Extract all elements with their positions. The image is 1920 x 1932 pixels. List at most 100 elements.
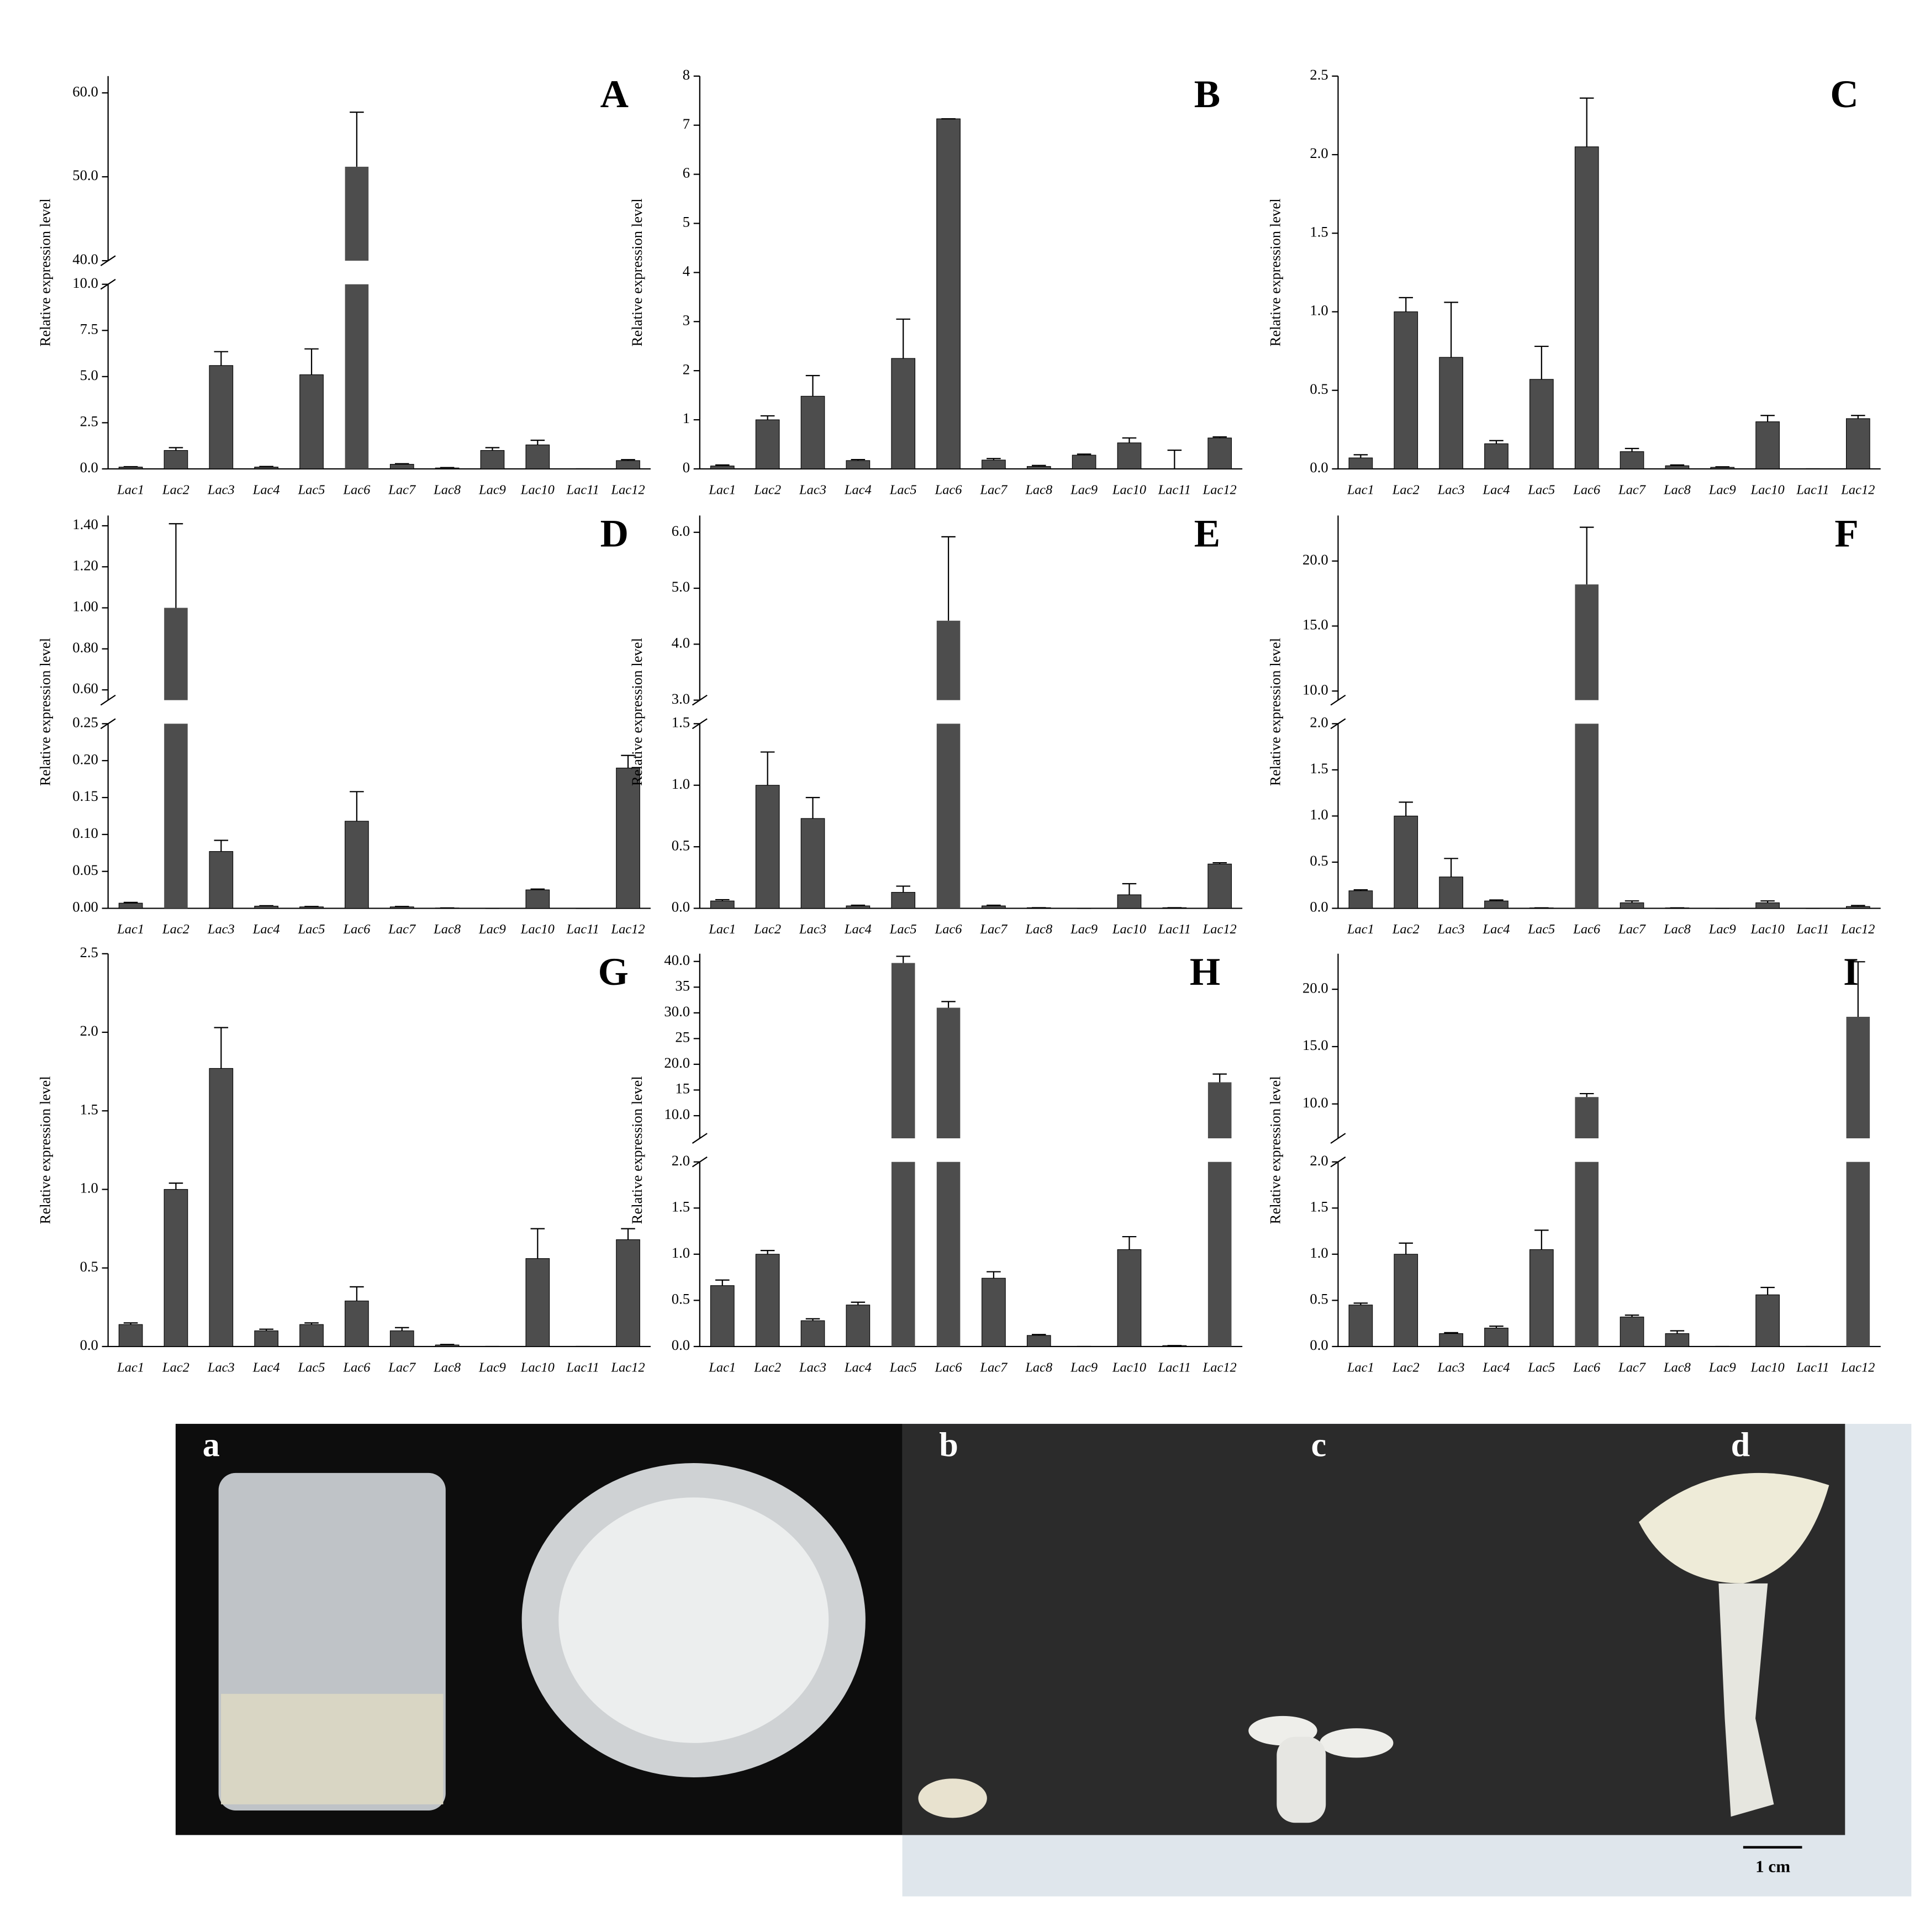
y-tick-label: 1.5 (672, 714, 690, 730)
error-bar (760, 415, 775, 420)
y-tick-label: 0.0 (672, 899, 690, 915)
chart-panel: 0.0 0.5 1.0 1.5 2.0 10.0 15.0 20.0 Relative expr… (1267, 513, 1881, 937)
x-tick-label: Lac12 (610, 1360, 645, 1375)
error-bar (1624, 447, 1639, 452)
y-axis-label: Relative expression level (1267, 638, 1283, 786)
y-tick-label: 2.5 (1310, 66, 1328, 83)
bar (1207, 437, 1232, 469)
bar (118, 1324, 143, 1347)
x-tick-label: Lac12 (610, 483, 645, 498)
axis-break (1330, 694, 1346, 706)
bar (1484, 1327, 1508, 1347)
panel-label: G (598, 951, 629, 994)
y-tick-label: 20.0 (1302, 979, 1328, 996)
photo-label: b (939, 1427, 958, 1464)
y-tick-label: 3 (683, 312, 690, 328)
error-bar (760, 751, 775, 785)
x-tick-label: Lac4 (844, 922, 872, 937)
x-tick-label: Lac3 (1437, 1360, 1465, 1375)
x-tick-label: Lac9 (1070, 483, 1098, 498)
bar (891, 963, 915, 1139)
error-bar (1399, 801, 1413, 816)
x-tick-label: Lac5 (298, 483, 325, 498)
bar (163, 1189, 188, 1347)
primordium (918, 1778, 987, 1818)
y-tick-label: 0.05 (72, 862, 98, 878)
x-tick-label: Lac9 (1708, 483, 1736, 498)
panel-label: C (1830, 73, 1858, 116)
x-tick-label: Lac2 (753, 483, 781, 498)
x-tick-label: Lac6 (935, 1360, 963, 1375)
x-tick-label: Lac7 (388, 1360, 416, 1375)
x-tick-label: Lac3 (1437, 922, 1465, 937)
y-tick-label: 0.0 (1310, 459, 1328, 476)
mycelium (558, 1497, 829, 1743)
x-tick-label: Lac12 (1202, 483, 1237, 498)
error-bar (1489, 899, 1504, 901)
x-tick-label: Lac4 (1483, 483, 1510, 498)
axis-break (1330, 1133, 1346, 1144)
x-tick-label: Lac1 (1347, 922, 1374, 937)
bar (936, 1007, 961, 1139)
chart-panel: 0.0 0.5 1.0 1.5 3.0 4.0 5.0 6.0 Relative express… (629, 513, 1243, 937)
y-axis-label: Relative expression level (1267, 198, 1283, 346)
error-bar (1851, 415, 1865, 419)
x-tick-label: Lac6 (342, 922, 371, 937)
error-bar (1851, 961, 1865, 1017)
x-tick-label: Lac4 (252, 1360, 280, 1375)
x-tick-label: Lac3 (207, 922, 235, 937)
y-tick-label: 50.0 (72, 167, 98, 183)
error-bar (168, 523, 183, 608)
bar (710, 900, 735, 909)
x-tick-label: Lac5 (1527, 483, 1555, 498)
x-tick-label: Lac1 (708, 922, 736, 937)
error-bar (530, 888, 545, 890)
bar (1484, 900, 1508, 909)
mature-stipe (1718, 1583, 1774, 1817)
error-bar (896, 956, 910, 963)
y-tick-label: 60.0 (72, 83, 98, 99)
chart-panel: 0.0 0.5 1.0 1.5 2.0 2.5 Relative expression le… (37, 944, 651, 1375)
x-tick-label: Lac9 (1708, 922, 1736, 937)
error-bar (1624, 1314, 1639, 1317)
y-tick-label: 25 (675, 1029, 690, 1046)
x-tick-label: Lac9 (1070, 1360, 1098, 1375)
x-tick-label: Lac11 (566, 483, 599, 498)
bar (936, 118, 961, 469)
error-bar (304, 1322, 319, 1325)
y-tick-label: 40.0 (664, 952, 690, 968)
y-tick-label: 1.0 (1310, 302, 1328, 319)
error-bar (168, 447, 183, 451)
bar (209, 851, 234, 909)
bar (755, 785, 780, 909)
y-tick-label: 20.0 (664, 1054, 690, 1071)
bar (525, 1258, 550, 1347)
error-bar (394, 906, 409, 907)
x-tick-label: Lac1 (1347, 483, 1374, 498)
error-bar (123, 1322, 138, 1325)
error-bar (214, 1027, 229, 1069)
x-tick-label: Lac10 (1112, 1360, 1146, 1375)
error-bar (394, 1327, 409, 1331)
bar (1620, 902, 1644, 909)
y-tick-label: 3.0 (672, 690, 690, 707)
error-bar (304, 906, 319, 907)
y-tick-label: 1.5 (1310, 760, 1328, 777)
bar (616, 1239, 640, 1347)
bar (846, 905, 871, 909)
error-bar (350, 1286, 364, 1301)
y-tick-label: 1.0 (672, 775, 690, 792)
error-bar (1579, 97, 1594, 147)
bar (1665, 1333, 1690, 1347)
bar (209, 365, 234, 469)
x-tick-label: Lac6 (935, 922, 963, 937)
x-tick-label: Lac5 (889, 1360, 917, 1375)
bar (163, 450, 188, 469)
bar (891, 892, 916, 909)
error-bar (1760, 1286, 1775, 1295)
bar-lower-part (1846, 1162, 1870, 1347)
x-tick-label: Lac4 (252, 922, 280, 937)
bar (254, 905, 279, 909)
panel-label: E (1194, 513, 1220, 556)
error-bar (1167, 450, 1182, 469)
